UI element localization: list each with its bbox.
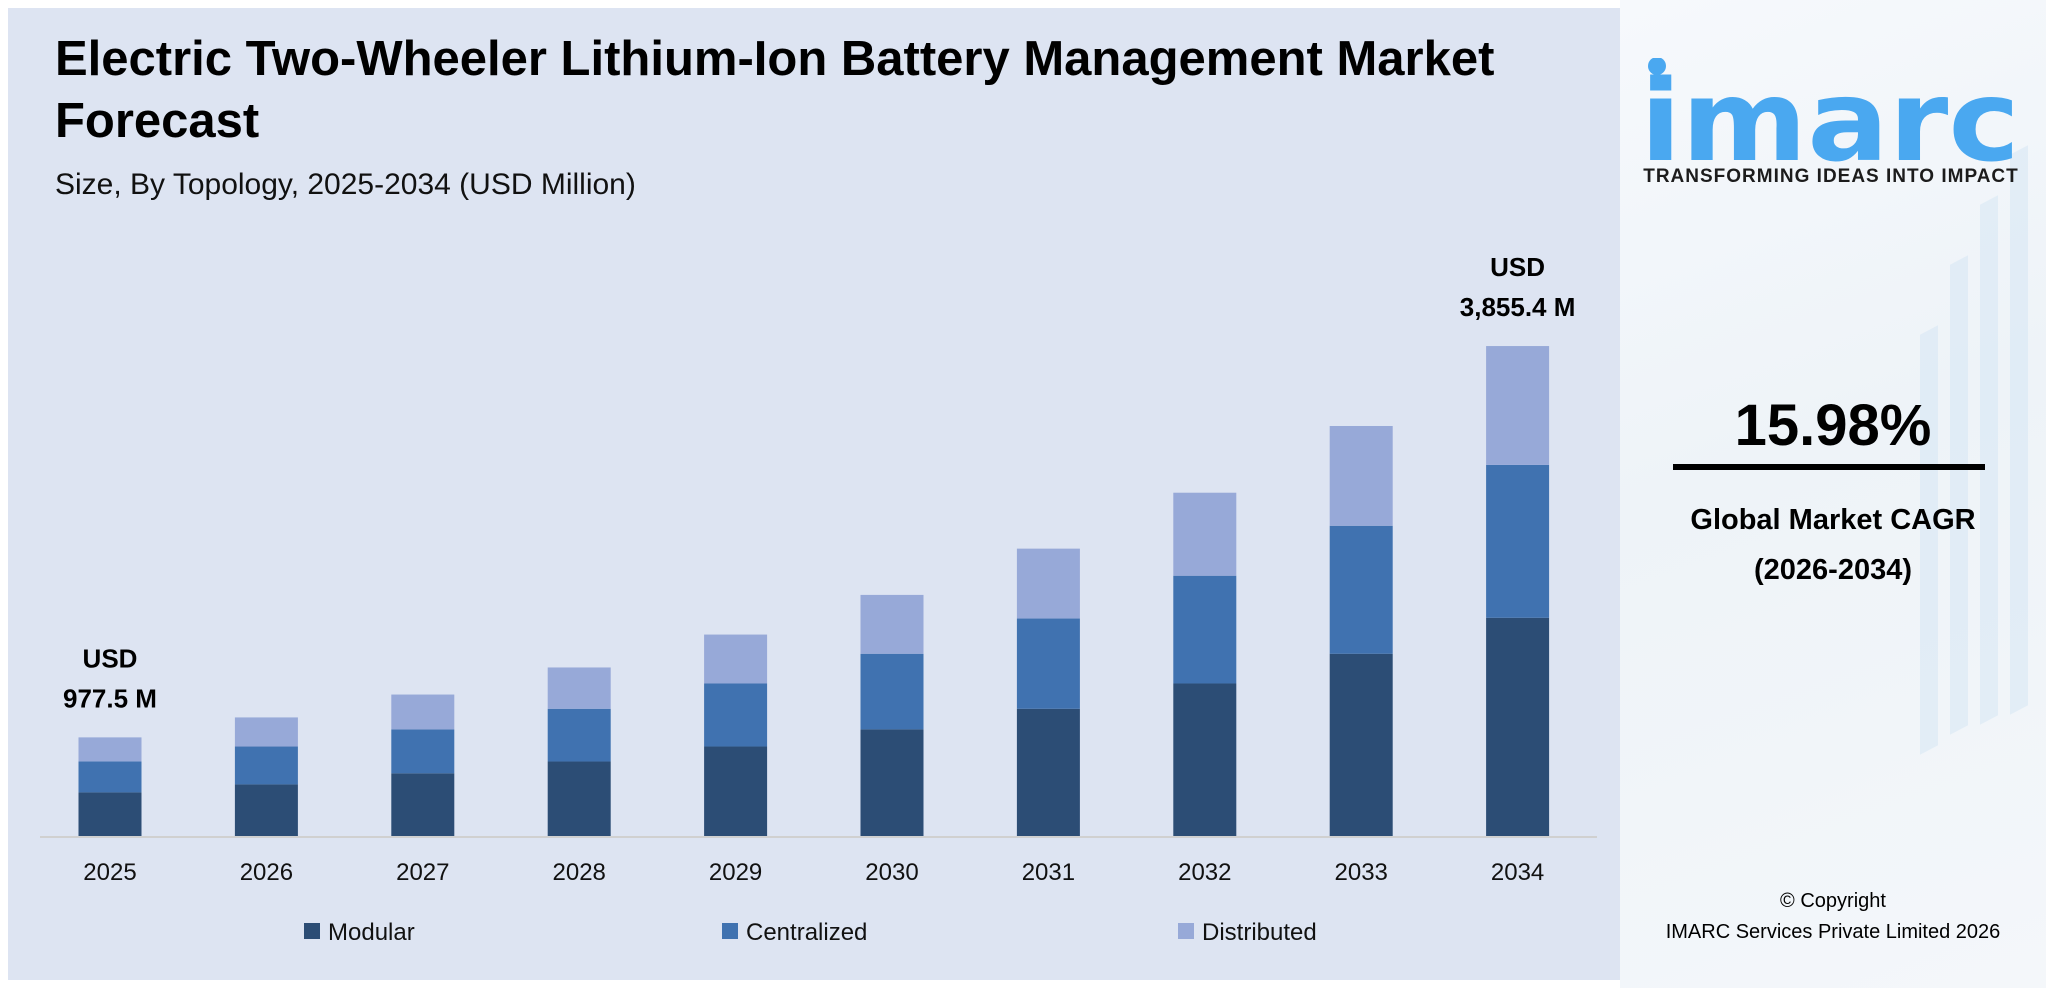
bar-centralized-2027: [391, 729, 455, 774]
data-label-currency: USD: [1490, 252, 1545, 282]
x-tick-label: 2025: [83, 859, 136, 886]
cagr-label-block: Global Market CAGR (2026-2034): [1620, 495, 2046, 595]
bar-centralized-2032: [1173, 575, 1237, 684]
bar-distributed-2032: [1173, 492, 1237, 576]
divider: [1673, 464, 1985, 470]
bar-modular-2030: [860, 729, 924, 836]
cagr-value: 15.98%: [1734, 393, 1932, 458]
cagr-period: (2026-2034): [1754, 554, 1912, 586]
bar-distributed-2026: [234, 717, 298, 747]
x-tick-label: 2028: [553, 859, 606, 886]
legend-label-centralized: Centralized: [746, 919, 867, 946]
bar-modular-2029: [704, 746, 768, 836]
legend-label-modular: Modular: [328, 919, 415, 946]
data-label-value: 977.5 M: [63, 683, 157, 713]
bar-centralized-2026: [234, 746, 298, 785]
bar-modular-2032: [1173, 683, 1237, 836]
x-tick-label: 2034: [1491, 859, 1544, 886]
data-label-currency: USD: [83, 643, 138, 673]
bar-centralized-2025: [78, 761, 142, 793]
x-tick-label: 2032: [1178, 859, 1231, 886]
bar-distributed-2033: [1329, 425, 1393, 526]
bar-distributed-2029: [704, 634, 768, 684]
copyright: © Copyright IMARC Services Private Limit…: [1620, 886, 2046, 948]
bar-distributed-2030: [860, 594, 924, 654]
legend-label-distributed: Distributed: [1202, 919, 1317, 946]
bar-centralized-2034: [1486, 464, 1550, 618]
x-tick-label: 2031: [1022, 859, 1075, 886]
bar-modular-2025: [78, 792, 142, 836]
bar-modular-2027: [391, 773, 455, 836]
legend-swatch-modular: [304, 923, 320, 939]
bar-centralized-2033: [1329, 525, 1393, 654]
data-label-value: 3,855.4 M: [1460, 292, 1576, 322]
bar-centralized-2030: [860, 653, 924, 730]
bar-distributed-2027: [391, 694, 455, 730]
x-tick-label: 2030: [865, 859, 918, 886]
copyright-line-1: © Copyright: [1780, 890, 1886, 912]
bar-modular-2033: [1329, 653, 1393, 836]
chart-title: Electric Two-Wheeler Lithium-Ion Battery…: [55, 32, 1495, 148]
bar-modular-2034: [1486, 617, 1550, 836]
logo-tagline: TRANSFORMING IDEAS INTO IMPACT: [1643, 166, 2019, 187]
logo-text: imarc: [1640, 58, 2020, 168]
bar-distributed-2031: [1016, 548, 1080, 619]
imarc-logo: imarc: [1640, 58, 2020, 168]
chart-subtitle: Size, By Topology, 2025-2034 (USD Millio…: [55, 168, 636, 201]
x-tick-label: 2027: [396, 859, 449, 886]
bar-distributed-2025: [78, 737, 142, 762]
stacked-bar-chart: 2025 2026 2027 2028 2029 2030 2031 2032 2033 2034…: [40, 252, 1597, 946]
x-tick-label: 2033: [1335, 859, 1388, 886]
info-panel: imarc TRANSFORMING IDEAS INTO IMPACT 15.…: [1620, 0, 2046, 988]
bar-modular-2031: [1016, 708, 1080, 836]
x-tick-label: 2026: [240, 859, 293, 886]
x-tick-label: 2029: [709, 859, 762, 886]
bar-centralized-2028: [547, 708, 611, 762]
bar-distributed-2034: [1486, 346, 1550, 465]
cagr-label: Global Market CAGR: [1690, 504, 1976, 536]
legend-swatch-distributed: [1178, 923, 1194, 939]
bar-modular-2028: [547, 761, 611, 836]
bar-centralized-2029: [704, 683, 768, 747]
legend-swatch-centralized: [722, 923, 738, 939]
bar-modular-2026: [234, 784, 298, 836]
bar-centralized-2031: [1016, 618, 1080, 709]
bar-distributed-2028: [547, 667, 611, 709]
copyright-line-2: IMARC Services Private Limited 2026: [1665, 921, 2001, 943]
